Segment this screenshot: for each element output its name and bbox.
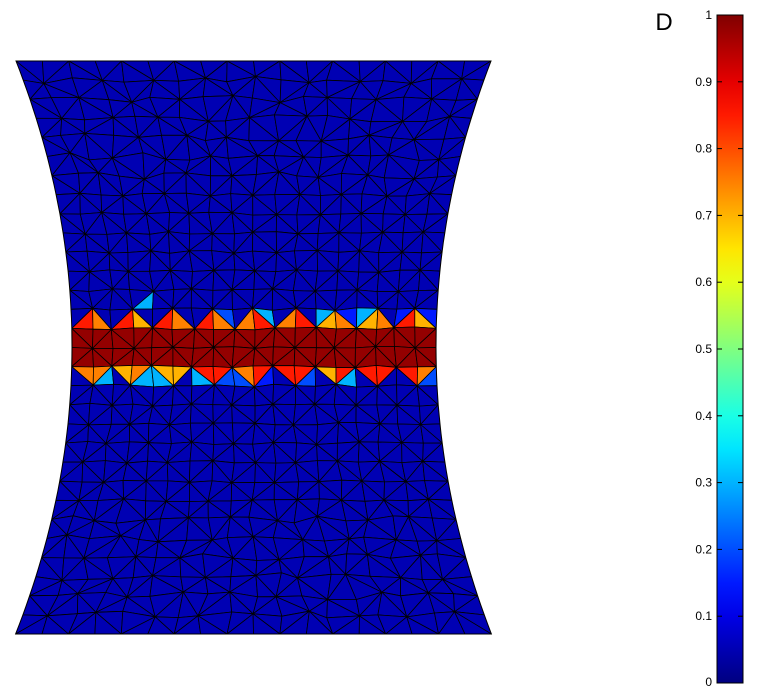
colorbar-title: D — [655, 9, 672, 36]
colorbar-tick-label: 0.1 — [695, 609, 712, 623]
colorbar-tick-label: 0.9 — [695, 75, 712, 89]
specimen-outline — [14, 60, 493, 635]
colorbar: D 0 0.1 0.2 0.3 0.4 0.5 0.6 0.7 0.8 0.9 1 — [655, 8, 744, 689]
colorbar-tick-label: 0.4 — [695, 409, 712, 423]
colorbar-tick-label: 0.2 — [695, 542, 712, 556]
colorbar-tick-label: 1 — [705, 8, 712, 22]
mesh-element — [94, 611, 122, 634]
colorbar-ticks: 0 0.1 0.2 0.3 0.4 0.5 0.6 0.7 0.8 0.9 1 — [695, 8, 743, 689]
mesh-element — [358, 615, 387, 634]
colorbar-tick-label: 0.6 — [695, 275, 712, 289]
mesh-element — [406, 616, 439, 634]
mesh-element — [305, 610, 334, 634]
colorbar-tick-label: 0 — [705, 675, 712, 689]
mesh-element — [147, 616, 175, 634]
colorbar-tick-label: 0.3 — [695, 476, 712, 490]
mesh-element — [41, 615, 69, 634]
mesh-plot — [14, 60, 493, 635]
mesh-cells — [15, 61, 492, 634]
colorbar-tick-label: 0.8 — [695, 142, 712, 156]
mesh-element — [197, 615, 228, 634]
mesh-element — [252, 613, 281, 634]
mesh-element — [454, 611, 492, 634]
colorbar-tick-label: 0.7 — [695, 208, 712, 222]
colorbar-tick-label: 0.5 — [695, 342, 712, 356]
